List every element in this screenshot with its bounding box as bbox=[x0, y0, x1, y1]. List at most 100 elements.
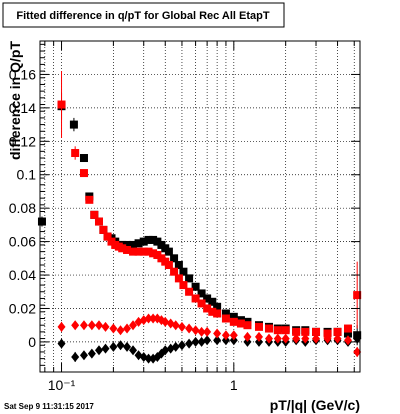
data-point-diamond bbox=[353, 333, 362, 344]
data-point-square bbox=[273, 326, 282, 335]
data-point-square bbox=[353, 291, 362, 300]
data-point-diamond bbox=[144, 313, 153, 324]
data-point-diamond bbox=[57, 338, 66, 349]
y-tick-label: 0.16 bbox=[9, 66, 36, 82]
data-point-diamond bbox=[177, 340, 186, 351]
data-point-square bbox=[236, 319, 245, 328]
data-point-diamond bbox=[171, 320, 180, 331]
data-point-diamond bbox=[197, 326, 206, 337]
data-point-square bbox=[174, 274, 183, 283]
data-point-square bbox=[69, 120, 78, 129]
data-point-diamond bbox=[87, 320, 96, 331]
data-point-diamond bbox=[301, 333, 310, 344]
data-point-diamond bbox=[281, 333, 290, 344]
y-tick-label: 0.1 bbox=[17, 167, 37, 183]
chart-title: Fitted difference in q/pT for Global Rec… bbox=[16, 10, 270, 22]
data-point-square bbox=[179, 281, 188, 290]
data-point-square bbox=[164, 261, 173, 270]
data-point-square bbox=[129, 247, 138, 256]
data-point-diamond bbox=[57, 321, 66, 332]
data-points bbox=[37, 71, 362, 364]
data-point-square bbox=[144, 247, 153, 256]
grid bbox=[40, 41, 360, 372]
data-point-diamond bbox=[101, 321, 110, 332]
y-tick-label: 0.06 bbox=[9, 234, 36, 250]
data-point-diamond bbox=[171, 341, 180, 352]
data-point-diamond bbox=[185, 338, 194, 349]
data-point-square bbox=[197, 299, 206, 308]
data-point-diamond bbox=[243, 331, 252, 342]
data-point-diamond bbox=[292, 333, 301, 344]
data-point-square bbox=[185, 287, 194, 296]
data-point-square bbox=[99, 225, 108, 234]
data-point-diamond bbox=[123, 323, 132, 334]
data-point-square bbox=[129, 240, 138, 249]
data-point-diamond bbox=[213, 335, 222, 346]
data-point-square bbox=[85, 195, 94, 204]
plot-frame bbox=[39, 40, 361, 373]
data-point-square bbox=[90, 210, 99, 219]
data-point-square bbox=[213, 302, 222, 311]
data-point-diamond bbox=[344, 335, 353, 346]
data-point-diamond bbox=[123, 341, 132, 352]
data-point-square bbox=[281, 326, 290, 335]
data-point-square bbox=[179, 267, 188, 276]
data-point-square bbox=[197, 289, 206, 298]
data-point-diamond bbox=[149, 313, 158, 324]
data-point-diamond bbox=[203, 326, 212, 337]
data-point-square bbox=[185, 274, 194, 283]
data-point-square bbox=[149, 235, 158, 244]
data-point-diamond bbox=[185, 323, 194, 334]
data-point-square bbox=[71, 149, 80, 158]
data-point-diamond bbox=[312, 333, 321, 344]
data-point-square bbox=[323, 329, 332, 338]
data-point-diamond bbox=[101, 343, 110, 354]
y-tick-label: 0.12 bbox=[9, 133, 36, 149]
y-tick-label: 0.08 bbox=[9, 200, 36, 216]
data-point-diamond bbox=[197, 336, 206, 347]
data-point-square bbox=[344, 329, 353, 338]
data-point-diamond bbox=[243, 336, 252, 347]
data-point-square bbox=[254, 322, 263, 331]
data-point-diamond bbox=[333, 333, 342, 344]
data-point-square bbox=[243, 321, 252, 330]
data-point-square bbox=[292, 327, 301, 336]
data-point-square bbox=[312, 327, 321, 336]
data-point-square bbox=[221, 309, 230, 318]
data-point-square bbox=[344, 324, 353, 333]
data-point-diamond bbox=[221, 330, 230, 341]
data-point-diamond bbox=[177, 321, 186, 332]
data-point-square bbox=[37, 217, 46, 226]
data-point-diamond bbox=[229, 330, 238, 341]
data-point-diamond bbox=[79, 350, 88, 361]
data-point-diamond bbox=[116, 325, 125, 336]
data-point-square bbox=[213, 309, 222, 318]
data-point-diamond bbox=[109, 323, 118, 334]
data-point-diamond bbox=[213, 328, 222, 339]
data-point-diamond bbox=[79, 320, 88, 331]
data-point-diamond bbox=[144, 353, 153, 364]
data-point-square bbox=[229, 312, 238, 321]
data-point-diamond bbox=[94, 345, 103, 356]
data-point-square bbox=[79, 169, 88, 178]
data-point-diamond bbox=[94, 320, 103, 331]
data-point-square bbox=[191, 294, 200, 303]
data-point-square bbox=[79, 154, 88, 163]
data-point-square bbox=[164, 247, 173, 256]
data-point-square bbox=[333, 327, 342, 336]
data-point-square bbox=[264, 324, 273, 333]
data-point-diamond bbox=[161, 316, 170, 327]
data-point-square bbox=[301, 327, 310, 336]
y-tick-label: 0.14 bbox=[9, 100, 36, 116]
data-point-diamond bbox=[254, 331, 263, 342]
data-point-diamond bbox=[109, 341, 118, 352]
axes: 0 0.02 0.04 0.06 0.08 0.1 0.12 0.14 0.16 10⁻¹ 1 bbox=[9, 41, 360, 393]
data-point-diamond bbox=[87, 348, 96, 359]
data-point-square bbox=[191, 282, 200, 291]
data-point-square bbox=[123, 245, 132, 254]
timestamp: Sat Sep 9 11:31:15 2017 bbox=[4, 402, 94, 411]
data-point-diamond bbox=[116, 340, 125, 351]
data-point-square bbox=[118, 244, 127, 253]
